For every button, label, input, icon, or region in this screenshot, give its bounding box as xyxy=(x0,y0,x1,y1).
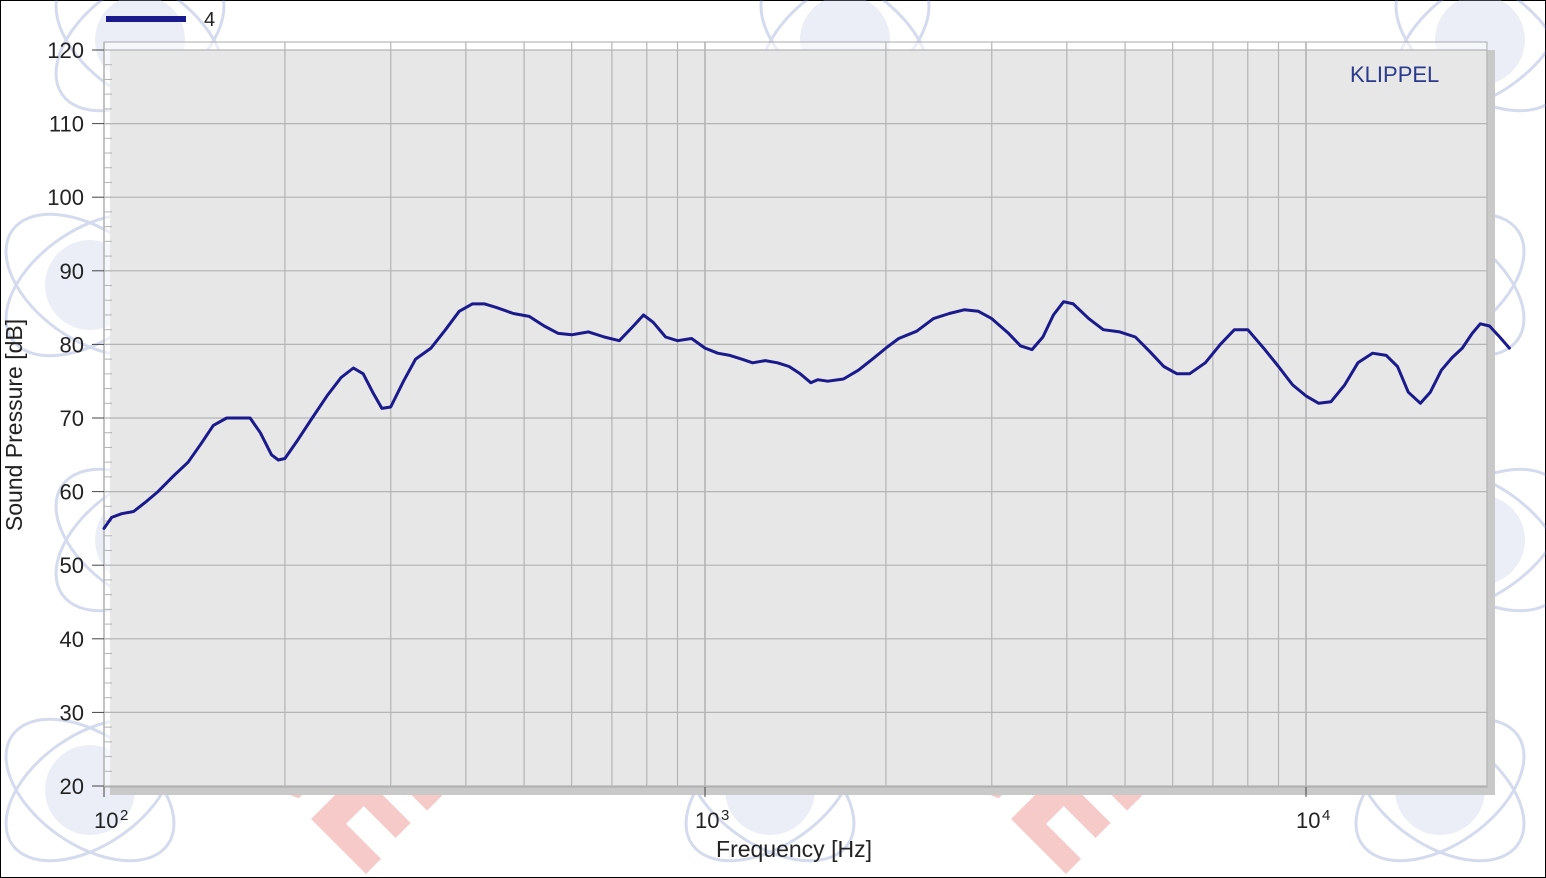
grid xyxy=(103,42,1488,787)
x-tick-label-exponent: 2 xyxy=(120,807,128,824)
y-tick-label: 120 xyxy=(47,38,84,63)
y-tick-label: 20 xyxy=(60,774,84,799)
y-tick-label: 100 xyxy=(47,185,84,210)
y-tick-label: 70 xyxy=(60,406,84,431)
y-tick-label: 30 xyxy=(60,700,84,725)
x-axis-title: Frequency [Hz] xyxy=(716,836,872,862)
x-tick-label-exponent: 4 xyxy=(1322,807,1330,824)
legend-label: 4 xyxy=(204,9,215,31)
x-tick-label-exponent: 3 xyxy=(721,807,729,824)
x-tick-label-base: 10 xyxy=(695,808,719,833)
y-axis-title: Sound Pressure [dB] xyxy=(1,319,27,531)
series-line xyxy=(102,300,1511,530)
y-tick-label: 80 xyxy=(60,332,84,357)
x-tick-label-base: 10 xyxy=(94,808,118,833)
y-tick-label: 110 xyxy=(49,112,84,137)
y-tick-label: 60 xyxy=(60,480,84,505)
x-tick-label-base: 10 xyxy=(1296,808,1320,833)
y-tick-label: 90 xyxy=(60,259,84,284)
x-axis-ticks: 10 2 10 3 10 4 xyxy=(94,787,1330,833)
legend: 4 xyxy=(106,9,215,31)
y-tick-label: 40 xyxy=(60,627,84,652)
plot-area xyxy=(103,41,1488,788)
y-axis-ticks: 20 30 40 50 60 70 80 90 100 110 120 xyxy=(47,38,104,799)
brand-label: KLIPPEL xyxy=(1350,62,1439,87)
y-tick-label: 50 xyxy=(60,553,84,578)
series-layer xyxy=(102,300,1511,530)
